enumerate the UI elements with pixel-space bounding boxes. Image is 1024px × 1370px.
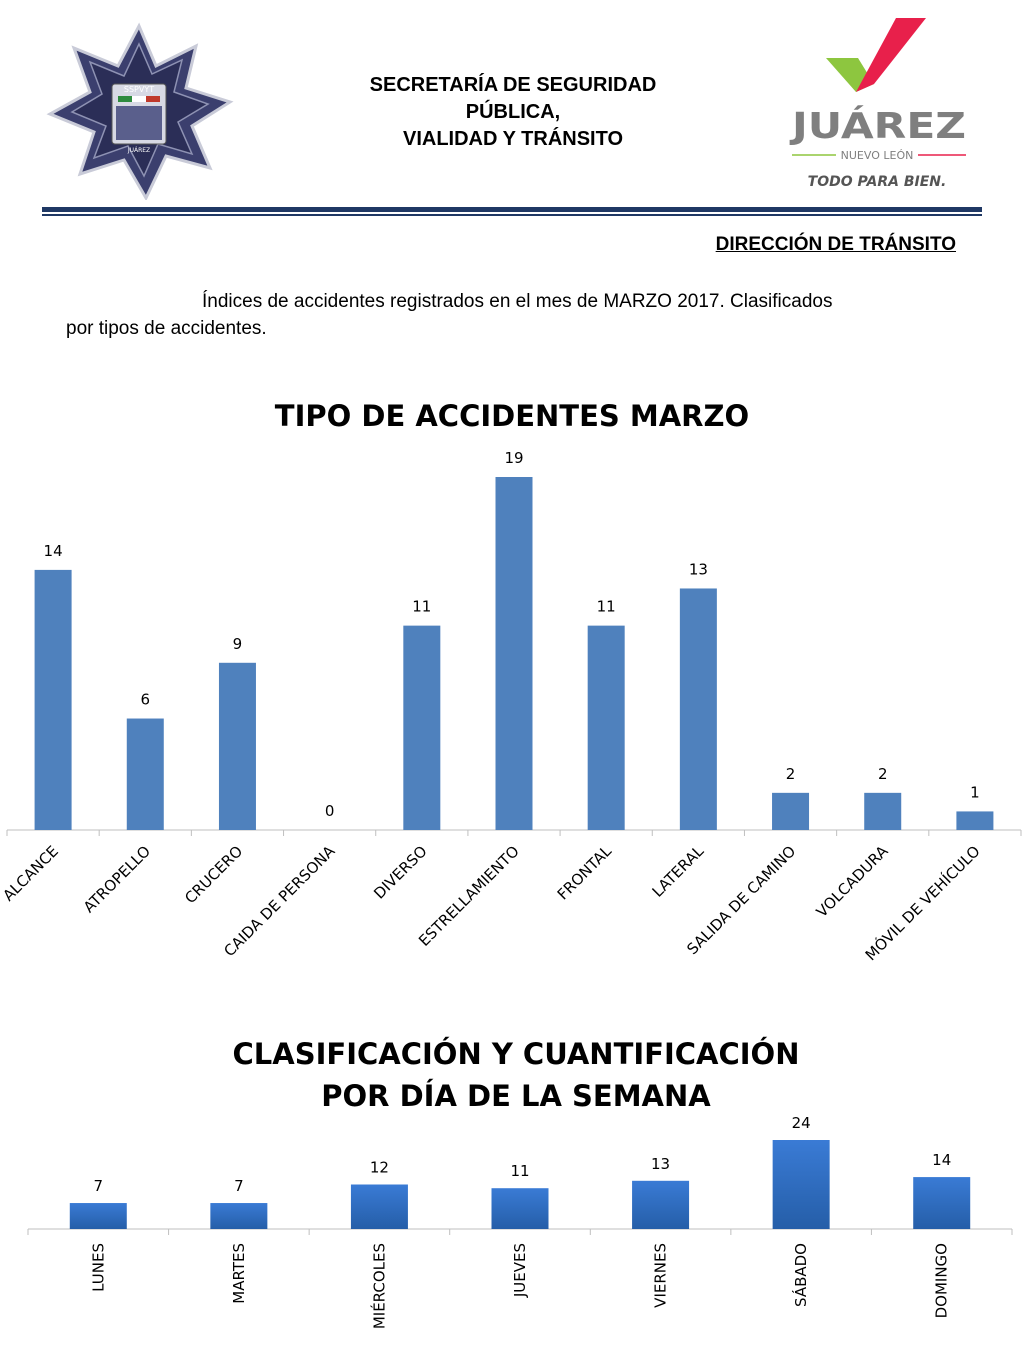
intro-line: Índices de accidentes registrados en el …	[202, 291, 833, 312]
data-label: 12	[370, 1159, 389, 1177]
bar	[218, 662, 256, 830]
intro-line: por tipos de accidentes.	[66, 318, 267, 339]
data-label: 13	[651, 1155, 670, 1173]
header-title-line: PÚBLICA,	[465, 101, 561, 123]
category-label: ESTRELLAMIENTO	[415, 842, 523, 950]
accident-type-chart-svg: TIPO DE ACCIDENTES MARZO 14 ALCANCE 6 ATROP…	[0, 399, 1022, 964]
data-label: 11	[412, 598, 431, 616]
data-label: 0	[325, 802, 335, 820]
bar	[495, 477, 533, 830]
data-label: 6	[140, 691, 150, 709]
juarez-logo: JUÁREZ NUEVO LEÓN TODO PARA BIEN.	[786, 14, 976, 194]
category-label: VIERNES	[652, 1243, 670, 1308]
data-label: 19	[504, 449, 523, 467]
logo-subtitle: NUEVO LEÓN	[841, 149, 914, 162]
bar	[632, 1180, 690, 1229]
category-label: FRONTAL	[554, 842, 616, 904]
bar	[350, 1184, 408, 1229]
category-label: LATERAL	[649, 842, 708, 901]
bar	[956, 811, 994, 830]
weekday-chart-svg: CLASIFICACIÓN Y CUANTIFICACIÓN POR DÍA D…	[27, 1037, 1013, 1329]
category-label: DIVERSO	[370, 842, 430, 902]
header-divider	[42, 206, 982, 220]
data-label: 24	[792, 1114, 811, 1132]
category-label: SÁBADO	[791, 1243, 810, 1307]
category-label: VOLCADURA	[813, 842, 892, 921]
seal-sublabel: JUÁREZ	[127, 147, 150, 154]
bar	[210, 1203, 268, 1229]
accident-type-chart: TIPO DE ACCIDENTES MARZO 14 ALCANCE 6 ATROP…	[0, 380, 1024, 1000]
header-title-line: SECRETARÍA DE SEGURIDAD	[369, 74, 657, 96]
category-label: LUNES	[89, 1243, 107, 1292]
star-seal-icon: SSPVYT JUÁREZ	[46, 22, 234, 202]
data-label: 1	[970, 783, 980, 801]
category-label: CRUCERO	[181, 842, 246, 907]
category-label: ATROPELLO	[80, 842, 154, 916]
data-label: 11	[510, 1162, 529, 1180]
intro-paragraph: Índices de accidentes registrados en el …	[66, 288, 966, 342]
chart-title: TIPO DE ACCIDENTES MARZO	[275, 399, 749, 433]
bar	[772, 792, 810, 830]
data-label: 9	[233, 635, 243, 653]
data-label: 7	[234, 1177, 244, 1195]
header-title-line: VIALIDAD Y TRÁNSITO	[402, 128, 624, 150]
logo-slogan: TODO PARA BIEN.	[808, 174, 947, 190]
bar	[34, 569, 72, 830]
category-label: JUEVES	[511, 1243, 529, 1298]
chart-title-line: POR DÍA DE LA SEMANA	[321, 1079, 711, 1113]
seal-logo: SSPVYT JUÁREZ	[44, 22, 234, 202]
chart-title-line: CLASIFICACIÓN Y CUANTIFICACIÓN	[233, 1037, 800, 1071]
data-label: 11	[597, 598, 616, 616]
bar	[772, 1140, 830, 1229]
checkmark-logo-icon: JUÁREZ NUEVO LEÓN TODO PARA BIEN.	[788, 18, 966, 190]
data-label: 14	[932, 1151, 951, 1169]
bar	[864, 792, 902, 830]
bar	[69, 1203, 127, 1229]
bar	[913, 1177, 971, 1229]
data-label: 13	[689, 560, 708, 578]
section-heading: DIRECCIÓN DE TRÁNSITO	[715, 234, 956, 255]
data-label: 2	[786, 765, 796, 783]
bar	[126, 718, 164, 830]
logo-name: JUÁREZ	[788, 105, 966, 147]
header-title: SECRETARÍA DE SEGURIDAD PÚBLICA, VIALIDA…	[300, 72, 726, 153]
bar	[491, 1188, 549, 1229]
data-label: 7	[94, 1177, 104, 1195]
category-label: DOMINGO	[933, 1243, 951, 1318]
data-label: 14	[44, 542, 63, 560]
bar	[403, 625, 441, 830]
seal-label: SSPVYT	[124, 85, 154, 94]
bar	[587, 625, 625, 830]
weekday-chart: CLASIFICACIÓN Y CUANTIFICACIÓN POR DÍA D…	[0, 1020, 1024, 1365]
data-label: 2	[878, 765, 888, 783]
category-label: MARTES	[230, 1243, 248, 1304]
category-label: MIÉRCOLES	[369, 1243, 388, 1329]
category-label: ALCANCE	[0, 842, 62, 905]
bar	[679, 588, 717, 830]
